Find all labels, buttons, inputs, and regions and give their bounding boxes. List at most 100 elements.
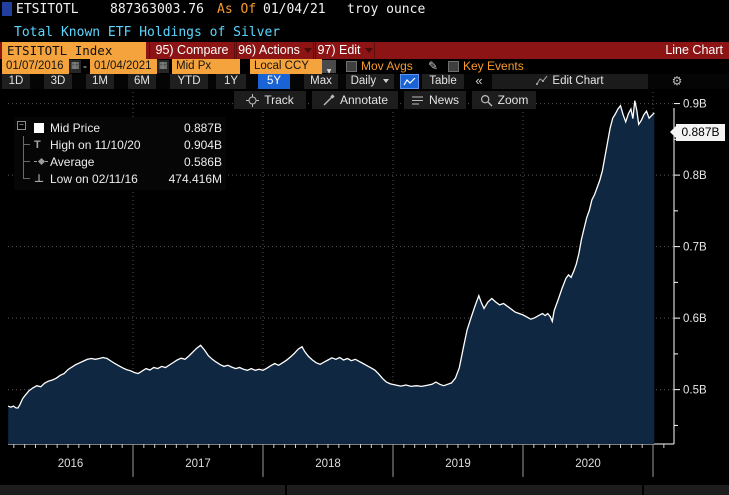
tab-1m[interactable]: 1M [86, 74, 114, 89]
zoom-label: Zoom [497, 93, 529, 107]
magnifier-icon [480, 94, 493, 106]
table-button[interactable]: Table [422, 74, 464, 89]
legend-label: Low on 02/11/16 [50, 171, 138, 186]
calendar-icon[interactable] [157, 60, 169, 73]
tab-3d[interactable]: 3D [44, 74, 72, 89]
high-marker-icon: T [34, 138, 41, 151]
news-button[interactable]: News [404, 91, 466, 109]
last-price-tag: 0.887B [670, 124, 725, 141]
calendar-icon[interactable] [69, 60, 81, 73]
price-field-select[interactable]: Mid Px [172, 59, 240, 74]
x-axis-year-label: 2018 [315, 458, 341, 470]
news-lines-icon [411, 96, 423, 104]
y-axis-label: 0.9B [683, 99, 707, 111]
annotate-label: Annotate [339, 93, 389, 107]
price-chart-canvas[interactable]: 0.5B 0.6B 0.7B 0.8B 0.9B 2016 2017 2018 2019 2020 [0, 90, 729, 478]
chart-legend: − Mid Price 0.887B T High on 11/10/20 0.904B… [14, 117, 226, 190]
edit-label: 97) Edit [317, 43, 361, 57]
chevron-down-icon [383, 78, 390, 83]
legend-tree-line [16, 153, 34, 170]
pencil-icon[interactable] [428, 59, 438, 74]
edit-chart-label: Edit Chart [552, 75, 604, 87]
y-axis-label: 0.6B [683, 313, 707, 325]
range-tab-bar: 1D 3D 1M 6M YTD 1Y 5Y Max Daily Table Edit Char… [0, 74, 729, 89]
price-area [8, 100, 655, 444]
price-line [7, 100, 655, 409]
legend-item-average[interactable]: Average 0.586B [16, 153, 222, 170]
key-events-label: Key Events [463, 59, 524, 73]
date-range-separator: - [83, 59, 87, 73]
y-axis-label: 0.7B [683, 242, 707, 254]
annotate-button[interactable]: Annotate [312, 91, 398, 109]
legend-value: 0.887B [183, 120, 222, 135]
actions-button[interactable]: 96) Actions [236, 42, 314, 59]
chart-controls: 01/07/2016 - 01/04/2021 Mid Px Local CCY… [0, 59, 729, 74]
annotate-pencil-icon [323, 93, 335, 105]
average-marker-icon [34, 157, 48, 167]
actions-label: 96) Actions [238, 43, 300, 57]
mov-avgs-label: Mov Avgs [361, 59, 413, 73]
chart-toolbar: Track Annotate News Zoom [0, 90, 729, 110]
bottom-panel-divider [0, 485, 729, 495]
low-marker-icon: ⊥ [34, 172, 45, 185]
legend-label: High on 11/10/20 [50, 137, 141, 152]
period-dropdown[interactable]: Daily [346, 74, 394, 89]
line-chart-icon [403, 77, 416, 86]
date-from-field[interactable]: 01/07/2016 [2, 59, 69, 74]
x-axis-year-label: 2016 [58, 458, 84, 470]
last-value: 887363003.76 [110, 2, 204, 17]
x-axis-year-label: 2020 [575, 458, 601, 470]
legend-tree-line [16, 119, 34, 136]
legend-value: 0.904B [183, 137, 222, 152]
tab-ytd[interactable]: YTD [170, 74, 208, 89]
x-axis-year-label: 2017 [185, 458, 211, 470]
line-chart-icon-button[interactable] [400, 74, 419, 89]
tab-6m[interactable]: 6M [128, 74, 156, 89]
compare-button[interactable]: 95) Compare [149, 42, 235, 59]
track-label: Track [264, 93, 294, 107]
x-axis: 2016 2017 2018 2019 2020 [13, 444, 665, 477]
legend-collapse-icon[interactable]: − [17, 121, 26, 130]
news-label: News [428, 93, 459, 107]
chart-area: 0.5B 0.6B 0.7B 0.8B 0.9B 2016 2017 2018 2019 2020… [0, 90, 729, 478]
collapse-panel-icon[interactable] [468, 74, 490, 89]
edit-button[interactable]: 97) Edit [315, 42, 375, 59]
ticker-symbol: ETSITOTL [16, 2, 79, 17]
security-header: ETSITOTL 887363003.76 As Of 01/04/21 tro… [0, 0, 729, 18]
menu-bar: ETSITOTL Index 95) Compare 96) Actions 9… [0, 42, 729, 59]
tab-1y[interactable]: 1Y [216, 74, 246, 89]
y-axis-label: 0.5B [683, 385, 707, 397]
legend-value: 474.416M [168, 171, 222, 186]
currency-select[interactable]: Local CCY [250, 59, 322, 74]
gear-icon[interactable] [666, 74, 688, 89]
legend-tree-line [16, 136, 34, 153]
mov-avgs-checkbox[interactable] [346, 61, 357, 72]
key-events-checkbox[interactable] [448, 61, 459, 72]
track-button[interactable]: Track [234, 91, 306, 109]
tab-5y[interactable]: 5Y [258, 74, 290, 89]
chevron-down-icon [364, 48, 373, 54]
unit-label: troy ounce [347, 2, 426, 17]
tab-1d[interactable]: 1D [2, 74, 30, 89]
x-axis-year-label: 2019 [445, 458, 471, 470]
legend-label: Average [50, 154, 95, 169]
tab-max[interactable]: Max [304, 74, 338, 89]
legend-item-high[interactable]: T High on 11/10/20 0.904B [16, 136, 222, 153]
date-to-field[interactable]: 01/04/2021 [90, 59, 157, 74]
legend-item-square[interactable]: Mid Price 0.887B [16, 119, 222, 136]
currency-dropdown-icon[interactable] [322, 60, 336, 73]
series-swatch-icon [34, 122, 44, 133]
legend-item-low[interactable]: ⊥ Low on 02/11/16 474.416M [16, 170, 222, 187]
edit-chart-button[interactable]: Edit Chart [492, 74, 648, 89]
legend-tree-line [16, 170, 34, 187]
chart-type-label: Line Chart [665, 43, 723, 57]
legend-label: Mid Price [50, 120, 101, 135]
panel-separator [642, 485, 644, 495]
chevron-down-icon [303, 48, 312, 54]
zoom-button[interactable]: Zoom [472, 91, 536, 109]
page-title: Total Known ETF Holdings of Silver [14, 25, 281, 40]
crosshair-icon [246, 93, 260, 107]
cursor-highlight [2, 2, 12, 16]
security-field[interactable]: ETSITOTL Index [2, 42, 146, 59]
